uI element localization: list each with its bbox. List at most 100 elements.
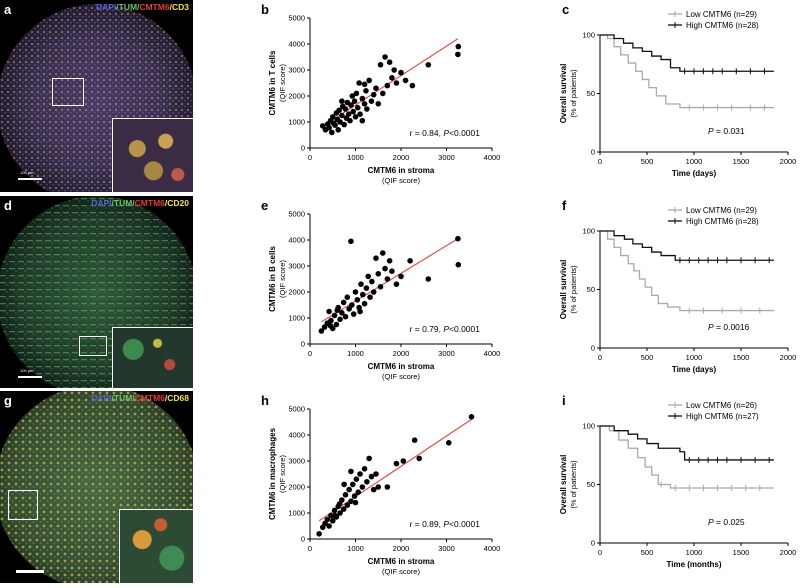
data-point [365,273,372,280]
x-tick-label: 1000 [686,353,703,362]
data-point [355,489,362,495]
x-axis-label: Time (months) [667,560,722,569]
panel-letter: e [261,198,268,213]
data-point [346,306,352,312]
data-point [318,328,325,334]
data-point [357,471,363,477]
data-point [331,507,338,514]
data-point [348,102,354,108]
data-point [341,121,347,128]
inset-image [112,327,193,388]
x-tick-label: 2000 [780,157,797,166]
y-tick-label: 0 [301,535,305,544]
panel-letter: f [562,198,567,213]
y-tick-label: 0 [301,340,305,349]
stain-dapi: DAPI [91,198,112,208]
panel-letter: i [562,393,566,408]
data-point [455,235,461,242]
image-panel-g: g DAPI/TUM/CMTM6/CD68 [0,391,193,583]
y-axis-label-units: (QIF score) [278,260,287,298]
x-tick-label: 0 [308,544,312,553]
data-point [348,238,354,245]
data-point [328,512,334,519]
zoom-box [52,78,84,106]
stain-legend-g: DAPI/TUM/CMTM6/CD68 [91,393,189,403]
data-point [384,276,391,282]
data-point [351,493,358,499]
y-axis-label: Overall survival [559,260,568,320]
data-point [370,91,377,98]
x-tick-label: 2000 [393,153,410,162]
panel-letter: c [562,2,569,17]
stain-tum: /TUM/ [116,2,140,12]
data-point [400,458,407,464]
data-point [416,455,422,462]
correlation-annotation: r = 0.89, P<0.0001 [410,519,481,529]
data-point [336,107,342,114]
data-point [361,466,368,472]
y-tick-label: 3000 [288,66,305,75]
data-point [337,316,343,323]
data-point [327,323,334,329]
data-point [373,255,379,261]
data-point [393,460,400,467]
survival-plot-f: 0 500 1000 1500 2000 0 50 100 f Overall survival(… [548,196,800,388]
data-point [370,486,377,493]
legend-label: Low CMTM6 (n=29) [686,206,757,215]
data-point [334,307,341,313]
y-tick-label: 1000 [288,314,305,323]
y-axis-label: Overall survival [559,64,568,124]
x-tick-label: 0 [308,349,312,358]
x-tick-label: 500 [641,548,654,557]
panel-letter-d: d [4,198,12,213]
legend-label: High CMTM6 (n=28) [686,21,759,30]
data-point [341,481,347,488]
x-tick-label: 3000 [438,153,455,162]
y-axis-label: CMTM6 in macrophages [268,427,277,520]
image-panel-d: 100 μm d DAPI/TUM/CMTM6/CD20 [0,196,193,388]
data-point [349,481,356,488]
data-point [455,261,462,268]
survival-plot-i: 0 500 1000 1500 2000 0 50 100 i Overall survival(… [548,391,800,583]
data-point [380,250,386,256]
x-tick-label: 0 [598,157,602,166]
data-point [368,473,375,480]
legend-label: High CMTM6 (n=28) [686,217,759,226]
chart-svg: 0 1000 2000 3000 4000 0 1000 2000 3000 4000 5000 e C… [261,198,500,381]
scatter-plot-e: 0 1000 2000 3000 4000 0 1000 2000 3000 4000 5000 e C… [205,196,500,388]
data-point [353,90,360,97]
data-point [384,82,391,89]
stain-tum: /TUM/ [111,198,135,208]
x-tick-label: 0 [598,353,602,362]
y-tick-label: 0 [301,144,305,153]
data-point [389,75,395,81]
x-axis-label: CMTM6 in stroma [368,557,435,566]
survival-curve [600,425,774,461]
x-tick-label: 2000 [780,353,797,362]
data-point [369,278,375,285]
data-point [352,289,359,295]
data-point [373,85,379,91]
data-point [352,114,359,120]
x-axis-label-units: (QIF score) [382,567,420,576]
data-point [354,104,361,111]
y-axis-label: CMTM6 in B cells [268,246,277,312]
stain-cmtm6: CMTM6 [139,2,170,12]
y-tick-label: 4000 [288,40,305,49]
x-tick-label: 0 [308,153,312,162]
data-point [356,80,362,86]
y-tick-label: 5000 [288,210,305,219]
y-tick-label: 50 [587,285,595,294]
scale-bar [18,178,42,180]
data-point [359,95,366,102]
zoom-box [79,336,107,356]
data-point [375,271,382,277]
data-point [346,486,352,493]
y-axis-label: Overall survival [559,455,568,515]
chart-svg: 0 1000 2000 3000 4000 0 1000 2000 3000 4000 5000 b C… [261,2,500,185]
data-point [337,119,343,125]
data-point [350,311,357,317]
stain-legend-a: DAPI/TUM/CMTM6/CD3 [96,2,189,12]
y-tick-label: 0 [591,539,595,548]
data-point [337,510,343,516]
